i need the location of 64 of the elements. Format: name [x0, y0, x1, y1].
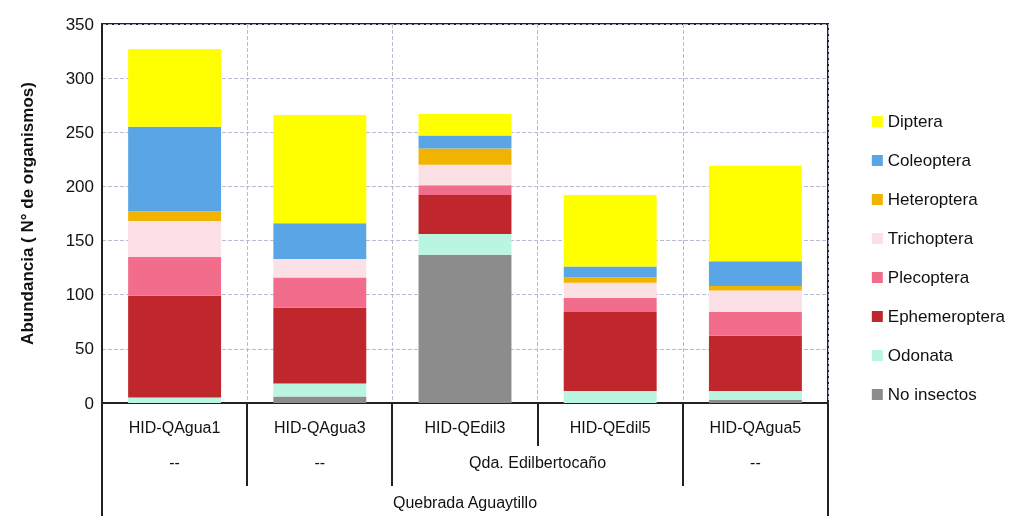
bar — [128, 211, 222, 222]
bar — [273, 396, 367, 403]
y-tick-label: 50 — [75, 339, 94, 359]
legend-label: No insectos — [887, 385, 977, 404]
bar — [708, 165, 802, 262]
bar — [418, 185, 512, 196]
bar — [418, 234, 512, 255]
bar — [418, 164, 512, 186]
y-tick-label: 150 — [65, 231, 94, 251]
x-tick-label: HID-QAgua3 — [274, 418, 366, 436]
legend-label: Heteroptera — [887, 190, 979, 209]
bar — [273, 258, 367, 278]
bar — [708, 399, 802, 403]
text: -- — [749, 454, 762, 472]
y-tick-label: 0 — [84, 393, 94, 413]
bar — [563, 282, 657, 298]
y-axis-title: Abundancia ( N° de organismos) — [18, 82, 37, 345]
text: Qda. Edilbertocaño — [468, 454, 608, 472]
bar — [418, 113, 512, 136]
bar — [708, 335, 802, 392]
y-tick-label: 100 — [65, 285, 94, 305]
legend-label: Coleoptera — [887, 151, 972, 170]
text: -- — [313, 454, 327, 472]
bar — [273, 383, 367, 397]
y-tick-label: 350 — [65, 14, 94, 34]
bar — [563, 266, 657, 278]
bar — [128, 126, 222, 212]
bar — [128, 221, 222, 257]
bar — [708, 286, 802, 291]
legend-label: Trichoptera — [887, 229, 974, 248]
legend-label: Odonata — [887, 346, 954, 365]
bar — [708, 261, 802, 287]
bar — [708, 290, 802, 313]
bar — [128, 397, 222, 403]
bar — [273, 307, 367, 384]
bar — [708, 312, 802, 336]
bar — [418, 135, 512, 149]
x-tick-label: HID-QAgua5 — [709, 418, 802, 436]
bar — [273, 277, 367, 308]
bar — [563, 297, 657, 313]
bar — [128, 48, 222, 127]
bar — [563, 277, 657, 283]
legend-label: Diptera — [887, 112, 944, 131]
y-tick-label: 300 — [65, 68, 94, 88]
text: -- — [168, 454, 181, 472]
bar — [563, 391, 657, 403]
y-tick-label: 250 — [65, 122, 94, 142]
x-tick-label: HID-QAgua1 — [128, 418, 221, 436]
bar — [563, 312, 657, 392]
bar — [273, 114, 367, 224]
legend-label: Plecoptera — [887, 268, 970, 287]
text: Quebrada Aguaytillo — [391, 494, 539, 512]
legend-label: Ephemeroptera — [887, 307, 1006, 326]
bar — [128, 256, 222, 296]
bar — [273, 223, 367, 259]
y-tick-label: 200 — [65, 176, 94, 196]
bar — [708, 391, 802, 400]
bar — [418, 254, 512, 403]
x-tick-label: HID-QEdil5 — [569, 418, 651, 436]
bar — [418, 195, 512, 235]
x-tick-label: HID-QEdil3 — [424, 418, 506, 436]
bar — [563, 195, 657, 267]
bar — [128, 295, 222, 398]
bar — [418, 148, 512, 165]
